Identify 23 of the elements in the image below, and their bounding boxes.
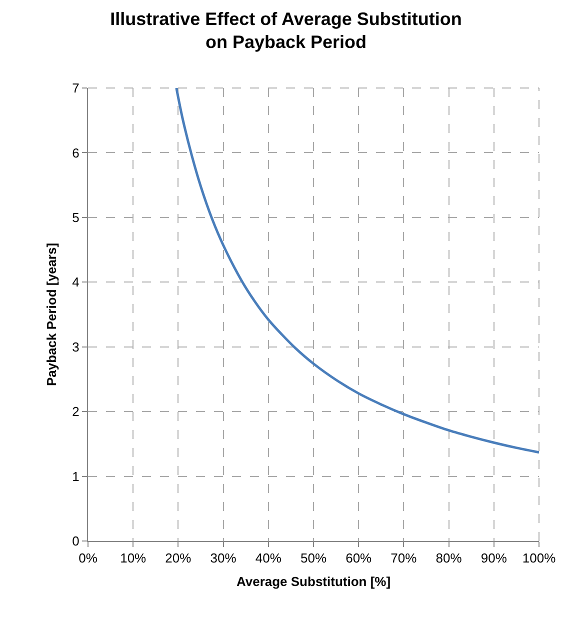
x-tick-label: 70% <box>390 550 418 566</box>
y-axis-title: Payback Period [years] <box>44 242 60 386</box>
y-tick-label: 7 <box>72 80 80 96</box>
x-tick-label: 50% <box>300 550 327 566</box>
x-axis-title: Average Substitution [%] <box>236 574 391 590</box>
y-tick-label: 0 <box>72 534 80 549</box>
y-tick-label: 5 <box>72 210 80 225</box>
chart-title: Illustrative Effect of Average Substitution on Payback Period <box>110 8 462 52</box>
x-tick-label: 40% <box>255 550 282 566</box>
y-tick-label: 2 <box>72 404 80 420</box>
line-series <box>175 88 539 454</box>
x-tick-label: 0% <box>78 550 98 566</box>
y-tick-label: 6 <box>72 145 80 160</box>
x-tick-label: 20% <box>165 550 192 566</box>
y-tick-label: 1 <box>72 468 80 484</box>
x-tick-label: 100% <box>522 550 556 566</box>
y-tick-label: 4 <box>72 274 80 290</box>
x-tick-label: 90% <box>480 550 508 566</box>
x-tick-label: 80% <box>436 550 462 566</box>
y-tick-label: 3 <box>72 339 80 354</box>
x-tick-label: 10% <box>120 550 147 566</box>
x-tick-label: 60% <box>346 550 372 566</box>
x-tick-label: 30% <box>210 550 237 566</box>
